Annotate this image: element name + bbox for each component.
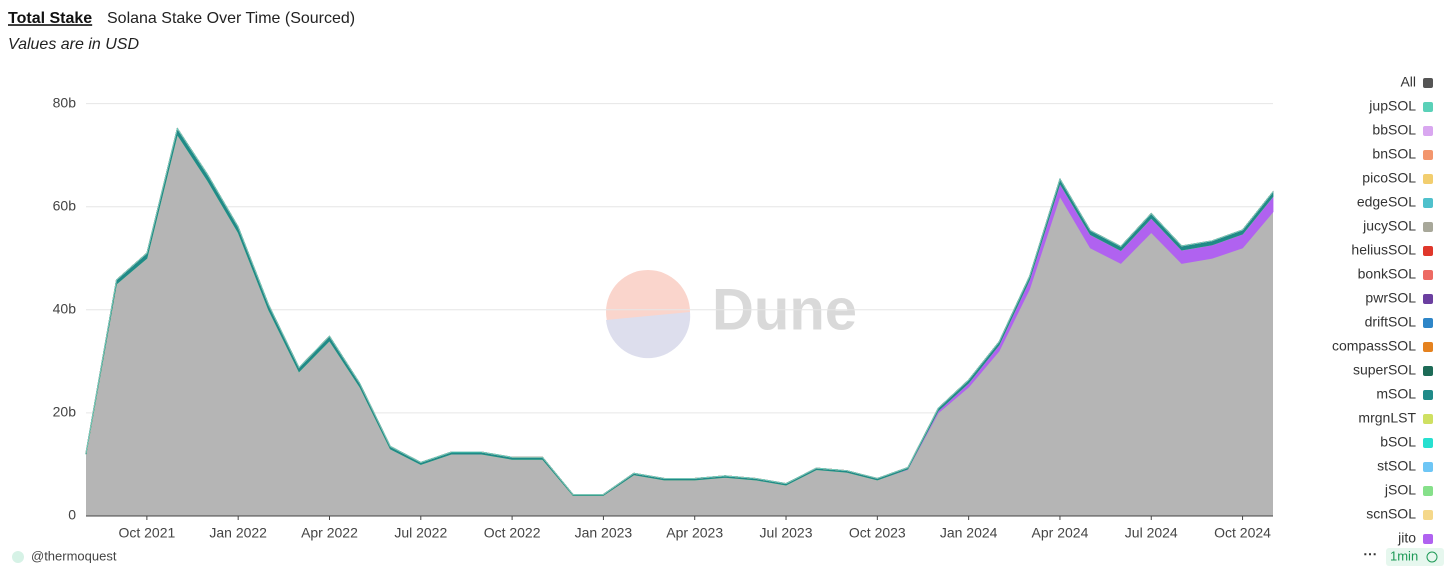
y-tick-label: 0 <box>68 507 76 523</box>
legend-swatch <box>1423 150 1433 160</box>
x-tick-label: Jan 2024 <box>940 525 998 541</box>
legend-swatch <box>1423 222 1433 232</box>
legend-swatch <box>1423 246 1433 256</box>
legend-swatch <box>1423 318 1433 328</box>
more-menu[interactable]: ⋯ <box>1363 546 1377 562</box>
legend-swatch <box>1423 534 1433 544</box>
x-tick-label: Oct 2022 <box>484 525 541 541</box>
legend-swatch <box>1423 174 1433 184</box>
legend-swatch <box>1423 510 1433 520</box>
legend-label[interactable]: All <box>1400 74 1416 90</box>
legend-label[interactable]: picoSOL <box>1362 170 1416 186</box>
legend-swatch <box>1423 102 1433 112</box>
x-tick-label: Oct 2023 <box>849 525 906 541</box>
legend-label[interactable]: heliusSOL <box>1351 242 1416 258</box>
subtitle: Values are in USD <box>8 36 139 53</box>
legend-label[interactable]: bbSOL <box>1372 122 1416 138</box>
y-tick-label: 60b <box>53 197 77 213</box>
y-tick-label: 80b <box>53 94 77 110</box>
legend-label[interactable]: jSOL <box>1384 482 1416 498</box>
legend-swatch <box>1423 294 1433 304</box>
legend-label[interactable]: driftSOL <box>1365 314 1417 330</box>
watermark: Dune <box>606 270 857 359</box>
x-tick-label: Oct 2021 <box>118 525 175 541</box>
legend-label[interactable]: mSOL <box>1376 386 1416 402</box>
author[interactable]: @thermoquest <box>31 548 117 563</box>
legend-swatch <box>1423 78 1433 88</box>
dashboard-title: Solana Stake Over Time (Sourced) <box>107 10 355 27</box>
x-tick-label: Apr 2024 <box>1032 525 1089 541</box>
legend-label[interactable]: mrgnLST <box>1358 410 1416 426</box>
y-tick-label: 20b <box>53 404 77 420</box>
x-tick-label: Jan 2023 <box>575 525 633 541</box>
x-tick-label: Jul 2024 <box>1125 525 1178 541</box>
legend-label[interactable]: stSOL <box>1377 458 1416 474</box>
legend-label[interactable]: jupSOL <box>1368 98 1416 114</box>
refresh-time: 1min <box>1390 548 1418 563</box>
legend-swatch <box>1423 342 1433 352</box>
legend-label[interactable]: superSOL <box>1353 362 1416 378</box>
x-tick-label: Jul 2022 <box>394 525 447 541</box>
legend-label[interactable]: bnSOL <box>1372 146 1416 162</box>
legend-swatch <box>1423 486 1433 496</box>
legend-swatch <box>1423 270 1433 280</box>
x-tick-label: Apr 2023 <box>666 525 723 541</box>
legend-label[interactable]: scnSOL <box>1366 506 1416 522</box>
author-avatar <box>12 551 24 563</box>
legend-swatch <box>1423 438 1433 448</box>
legend-swatch <box>1423 126 1433 136</box>
legend-label[interactable]: jucySOL <box>1362 218 1416 234</box>
refresh-icon <box>1426 551 1438 563</box>
plot-area <box>85 103 1274 517</box>
legend-label[interactable]: bonkSOL <box>1358 266 1417 282</box>
x-tick-label: Jul 2023 <box>760 525 813 541</box>
legend-label[interactable]: pwrSOL <box>1365 290 1416 306</box>
tab-title[interactable]: Total Stake <box>8 10 92 27</box>
area <box>86 134 1273 517</box>
y-tick-label: 40b <box>53 301 77 317</box>
legend-label[interactable]: bSOL <box>1380 434 1416 450</box>
legend-swatch <box>1423 390 1433 400</box>
legend-label[interactable]: edgeSOL <box>1357 194 1416 210</box>
watermark-logo-part <box>606 312 691 359</box>
legend-label[interactable]: jito <box>1397 530 1416 546</box>
x-tick-label: Apr 2022 <box>301 525 358 541</box>
legend-swatch <box>1423 198 1433 208</box>
legend-swatch <box>1423 366 1433 376</box>
legend-swatch <box>1423 462 1433 472</box>
x-tick-label: Jan 2022 <box>209 525 267 541</box>
x-tick-label: Oct 2024 <box>1214 525 1271 541</box>
legend-label[interactable]: compassSOL <box>1332 338 1416 354</box>
legend-swatch <box>1423 414 1433 424</box>
